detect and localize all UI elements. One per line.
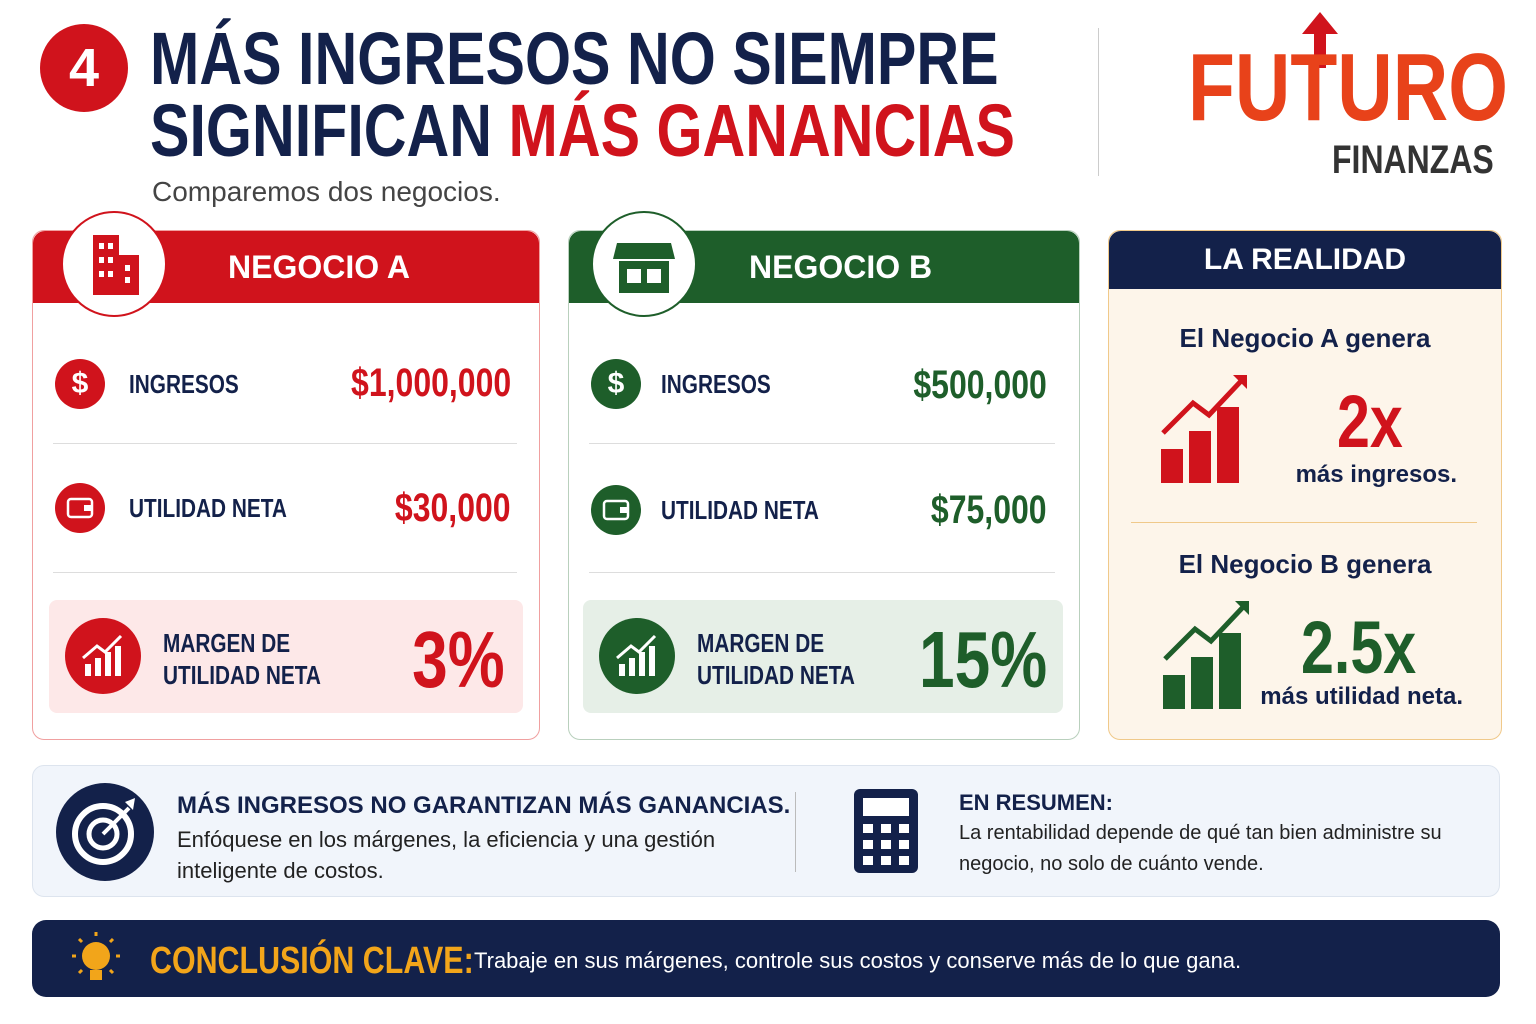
title-line-2: SIGNIFICAN MÁS GANANCIAS — [150, 94, 1015, 168]
divider — [589, 443, 1055, 444]
reality-caption: más utilidad neta. — [1260, 683, 1463, 710]
wallet-icon — [591, 485, 641, 535]
summary-body: La rentabilidad depende de qué tan bien … — [959, 822, 1442, 875]
margin-box: MARGEN DE UTILIDAD NETA 3% — [49, 600, 523, 713]
margin-label: MARGEN DE — [163, 628, 291, 658]
margin-value: 15% — [918, 615, 1047, 704]
title-line-1: MÁS INGRESOS NO SIEMPRE — [150, 17, 999, 100]
row-value: $75,000 — [931, 488, 1047, 532]
business-a-card: NEGOCIO A $ INGRESOS $1,000,000 UTILIDAD… — [32, 211, 540, 740]
divider — [53, 443, 517, 444]
building-icon — [61, 211, 167, 317]
wallet-icon — [55, 483, 105, 533]
reality-intro: El Negocio A genera — [1179, 323, 1431, 353]
summary-heading: MÁS INGRESOS NO GARANTIZAN MÁS GANANCIAS… — [177, 792, 791, 819]
title-part: SIGNIFICAN — [150, 89, 493, 172]
row-label: UTILIDAD NETA — [661, 495, 819, 525]
divider — [1098, 28, 1099, 176]
logo-arrow — [1302, 12, 1338, 68]
row-value: $500,000 — [913, 363, 1047, 407]
margin-box: MARGEN DE UTILIDAD NETA 15% — [583, 600, 1063, 713]
row-label: UTILIDAD NETA — [129, 493, 287, 523]
business-b-card: NEGOCIO B $ INGRESOS $500,000 UTILIDAD N… — [568, 211, 1080, 740]
divider — [53, 572, 517, 573]
divider — [1131, 522, 1477, 523]
margin-value: 3% — [412, 615, 506, 704]
reality-card: LA REALIDAD El Negocio A genera 2x más i… — [1108, 230, 1502, 740]
margin-label: UTILIDAD NETA — [697, 660, 855, 690]
row-value: $30,000 — [395, 486, 511, 530]
reality-caption: más ingresos. — [1295, 461, 1457, 488]
margin-label: MARGEN DE — [697, 628, 825, 658]
divider — [589, 572, 1055, 573]
logo-name: FUTURO — [1188, 34, 1508, 141]
row-label: INGRESOS — [129, 369, 239, 399]
row-value: $1,000,000 — [350, 361, 511, 405]
target-icon — [56, 783, 154, 881]
conclusion-label: CONCLUSIÓN CLAVE: — [150, 940, 474, 982]
row-label: INGRESOS — [661, 369, 771, 399]
growth-icon — [1161, 375, 1247, 483]
summary-box: MÁS INGRESOS NO GARANTIZAN MÁS GANANCIAS… — [32, 765, 1500, 897]
card-header: LA REALIDAD — [1109, 231, 1501, 289]
dollar-icon: $ — [55, 359, 105, 409]
subtitle: Comparemos dos negocios. — [152, 176, 501, 207]
conclusion-text: Trabaje en sus márgenes, controle sus co… — [474, 948, 1242, 973]
conclusion-bar: CONCLUSIÓN CLAVE: Trabaje en sus márgene… — [32, 920, 1500, 997]
bulb-icon — [72, 932, 120, 980]
store-icon — [591, 211, 697, 317]
chart-icon — [65, 618, 141, 694]
summary-heading: EN RESUMEN: — [959, 790, 1114, 815]
calculator-icon — [854, 789, 918, 873]
title-highlight: MÁS GANANCIAS — [508, 89, 1016, 172]
reality-value: 2.5x — [1301, 606, 1417, 689]
dollar-icon: $ — [591, 359, 641, 409]
chart-icon — [599, 618, 675, 694]
section-number: 4 — [40, 24, 128, 112]
growth-icon — [1163, 601, 1249, 709]
divider — [795, 792, 796, 872]
reality-intro: El Negocio B genera — [1178, 549, 1432, 579]
reality-value: 2x — [1337, 380, 1403, 463]
summary-body: Enfóquese en los márgenes, la eficiencia… — [177, 827, 716, 883]
logo-tagline: FINANZAS — [1332, 138, 1494, 182]
margin-label: UTILIDAD NETA — [163, 660, 321, 690]
